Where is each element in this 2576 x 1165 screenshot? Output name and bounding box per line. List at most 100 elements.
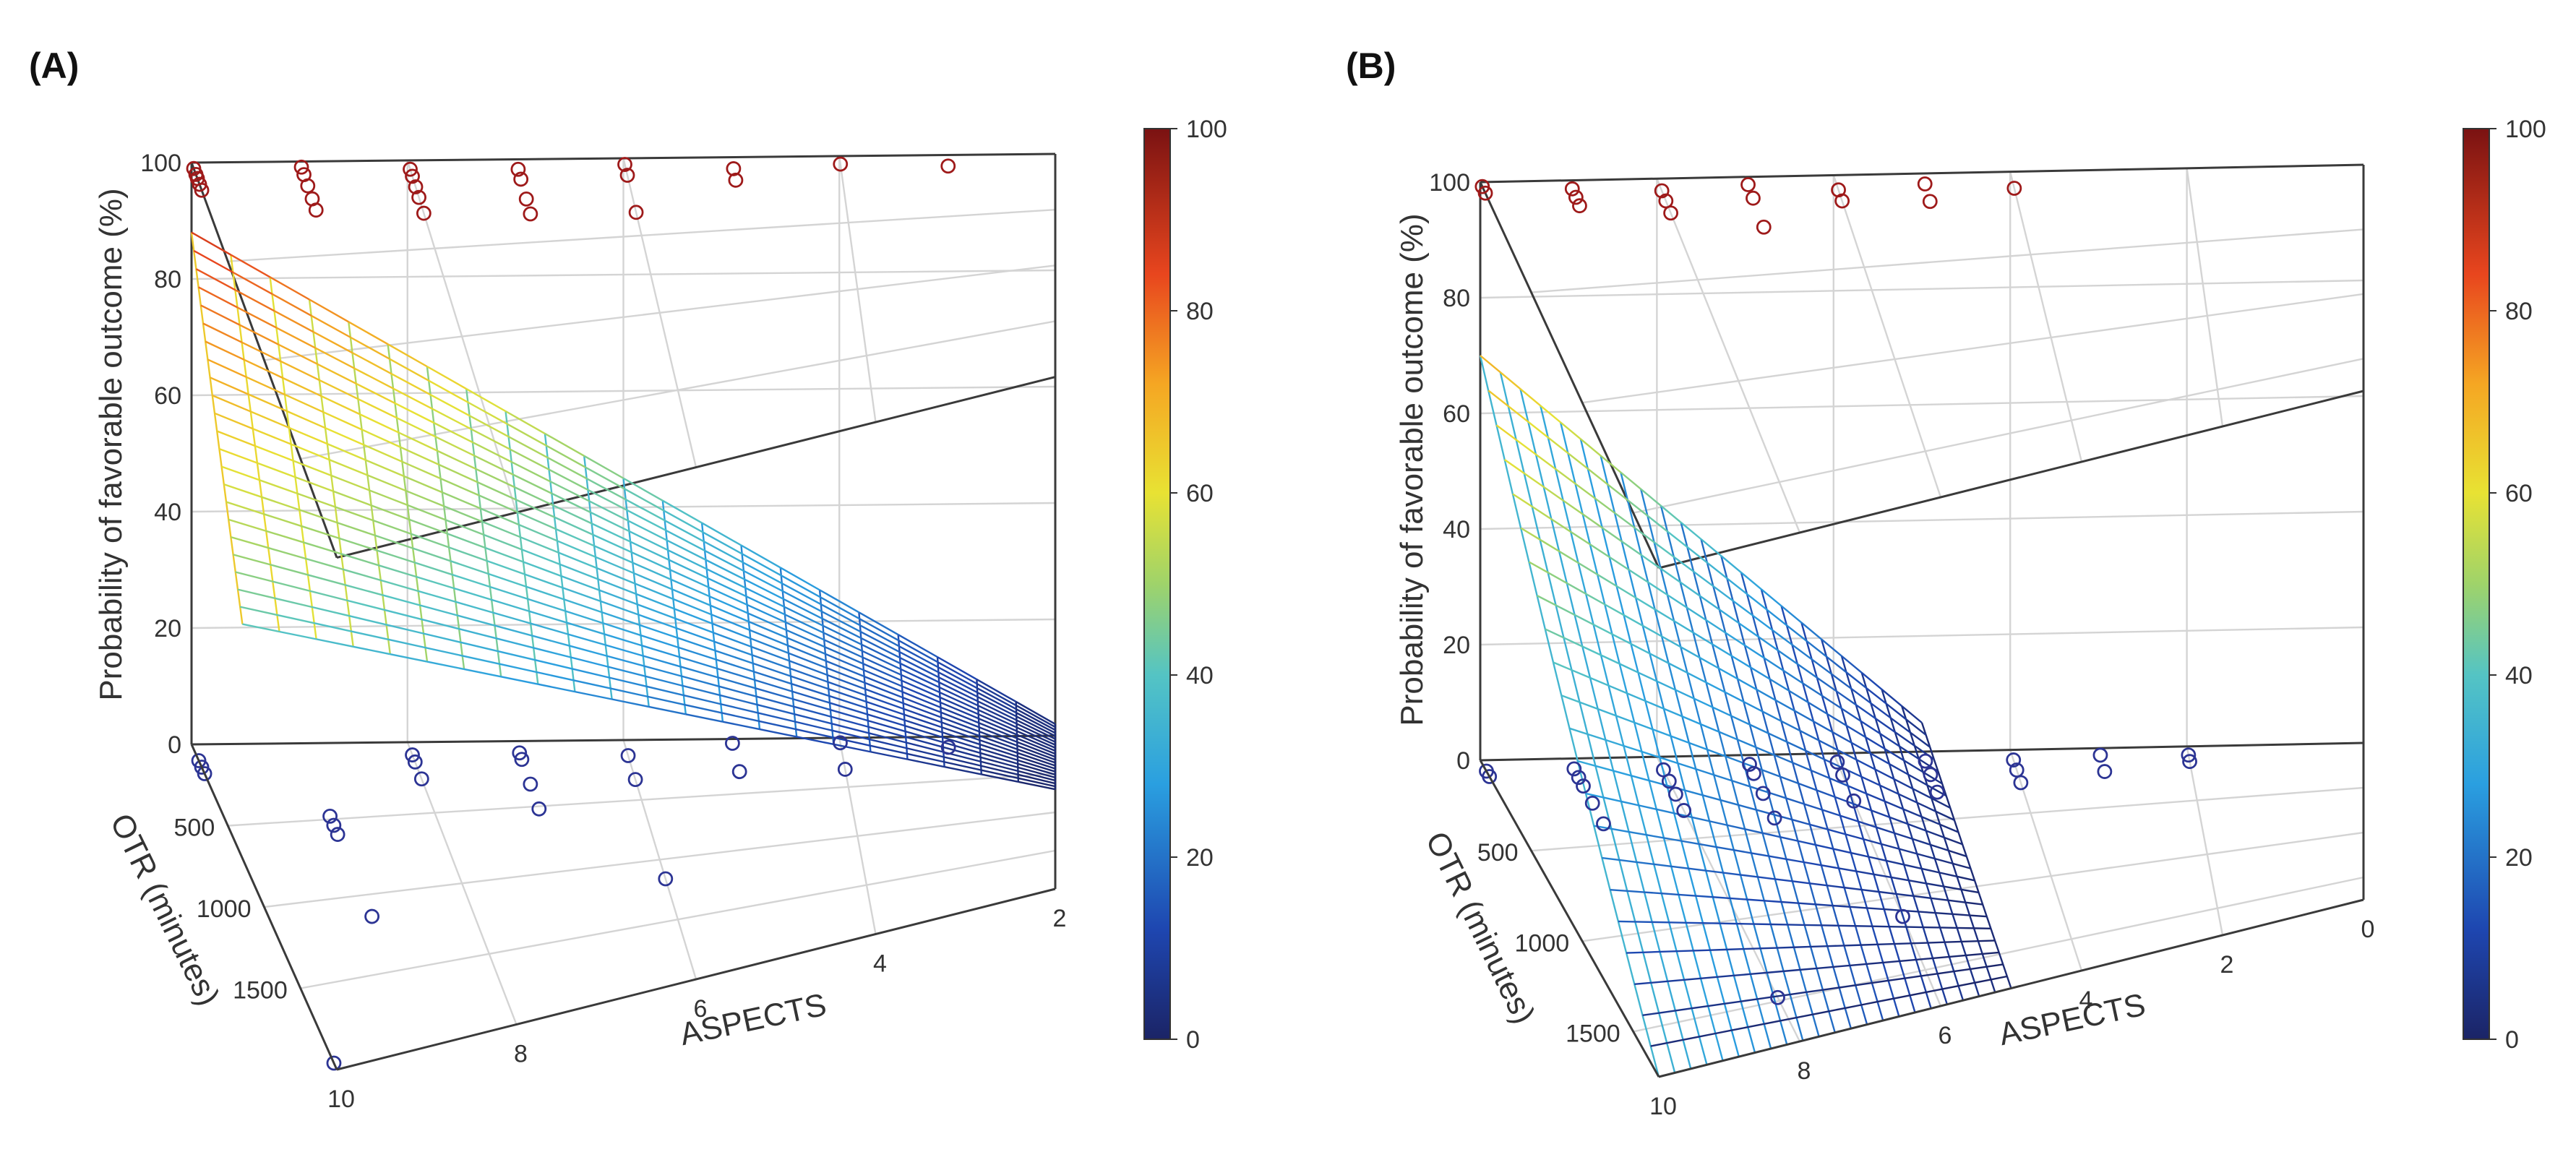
panel-b-grid (1479, 163, 2365, 1078)
surface-mesh-line (722, 721, 760, 731)
surface-mesh-line (830, 715, 869, 728)
data-point (413, 771, 429, 787)
surface-mesh-line (1860, 672, 1965, 1001)
surface-mesh-line (943, 746, 981, 758)
surface-mesh-line (369, 489, 408, 507)
surface-mesh-line (1958, 981, 1975, 987)
surface-mesh-line (548, 468, 588, 491)
colorbar-tick-label: 60 (2505, 480, 2533, 507)
surface-mesh-line (1626, 692, 1646, 702)
surface-mesh-line (869, 738, 907, 749)
surface-mesh-line (1861, 888, 1879, 893)
surface-mesh-line (1779, 775, 1799, 785)
data-point (1571, 770, 1587, 786)
surface-mesh-line (506, 423, 547, 447)
surface-mesh-line (1883, 960, 1900, 964)
surface-mesh-line (1791, 818, 1811, 826)
surface-mesh-line (1654, 863, 1672, 867)
surface-mesh-line (758, 720, 797, 731)
surface-mesh-line (478, 494, 518, 513)
surface-mesh-line (1816, 966, 1834, 970)
surface-mesh-line (520, 536, 559, 554)
surface-mesh-line (1675, 1007, 1692, 1012)
surface-mesh-line (901, 674, 940, 694)
surface-mesh-line (1730, 655, 1751, 669)
surface-mesh-line (630, 541, 670, 561)
surface-mesh-line (1621, 541, 1642, 556)
surface-mesh-line (864, 675, 903, 693)
surface-mesh-line (1570, 530, 1591, 546)
surface-mesh-line (492, 611, 531, 624)
surface-mesh-line (1699, 656, 1720, 669)
surface-mesh-line (721, 703, 758, 714)
surface-mesh-line (389, 358, 429, 382)
surface-mesh-line (1693, 949, 1711, 952)
surface-mesh-line (942, 736, 981, 750)
surface-mesh-line (563, 598, 602, 614)
surface-mesh-line (1644, 700, 1665, 710)
surface-mesh-line (1016, 723, 1056, 743)
surface-mesh-line (645, 675, 683, 687)
surface-mesh-line (823, 632, 863, 652)
surface-mesh-line (793, 705, 832, 718)
surface-mesh-line (1870, 752, 1890, 765)
surface-mesh-line (329, 458, 368, 476)
surface-mesh-line (566, 622, 605, 635)
surface-mesh-line (979, 739, 1018, 754)
surface-mesh-line (1907, 823, 1927, 832)
surface-mesh-line (976, 692, 1017, 714)
surface-mesh-line (1699, 843, 1717, 848)
surface-mesh-line (1747, 898, 1764, 902)
data-point (308, 202, 324, 218)
surface-mesh-line (937, 671, 978, 694)
surface-mesh-line (1016, 730, 1056, 749)
surface-mesh-line (411, 533, 450, 549)
surface-mesh-line (681, 675, 719, 687)
surface-mesh-line (1931, 897, 1949, 901)
surface-mesh-line (1647, 515, 1668, 533)
surface-mesh-line (1659, 756, 1678, 765)
surface-mesh-line (1619, 663, 1639, 674)
top-gridline (838, 155, 877, 423)
surface-mesh-line (937, 661, 978, 685)
surface-mesh-line (1832, 731, 1852, 744)
surface-mesh-line (1952, 862, 1971, 869)
surface-mesh-line (476, 481, 517, 501)
surface-mesh-line (1600, 654, 1620, 665)
surface-mesh-line (979, 743, 1018, 757)
surface-mesh-line (343, 568, 382, 582)
surface-mesh-line (796, 736, 834, 746)
surface-mesh-line (1920, 722, 2012, 989)
surface-mesh-line (1792, 880, 1810, 885)
surface-mesh-line (250, 410, 290, 429)
surface-mesh-line (1667, 979, 1685, 983)
surface-mesh-line (1540, 405, 1561, 424)
surface-mesh-line (600, 600, 639, 616)
surface-mesh-line (862, 663, 902, 682)
surface-mesh-line (830, 709, 869, 722)
surface-mesh-line (1670, 735, 1690, 744)
surface-mesh-line (1918, 911, 1936, 914)
surface-mesh-line (1660, 567, 1681, 583)
top-gridline (406, 160, 518, 513)
surface-mesh-line (1579, 439, 1740, 1057)
otr-tick-label: 1000 (197, 895, 252, 923)
data-point (726, 161, 742, 176)
surface-mesh-line (508, 436, 549, 459)
panel-a-front-edges (190, 744, 1056, 1071)
surface-mesh-line (372, 520, 412, 535)
surface-mesh-line (1855, 759, 1876, 770)
surface-mesh-line (1952, 913, 1970, 916)
surface-mesh-line (237, 588, 275, 599)
panel-a-z-axis-title: Probability of favorable outcome (%) (93, 188, 129, 700)
surface-mesh-line (1761, 588, 1782, 607)
surface-mesh-line (271, 293, 312, 317)
data-point (627, 772, 643, 788)
surface-mesh-line (1812, 1010, 1829, 1015)
surface-mesh-line (978, 722, 1018, 739)
surface-mesh-line (314, 347, 355, 369)
box-edge (1480, 163, 2364, 184)
surface-mesh-line (1683, 1036, 1700, 1041)
surface-mesh-line (1667, 530, 1688, 548)
